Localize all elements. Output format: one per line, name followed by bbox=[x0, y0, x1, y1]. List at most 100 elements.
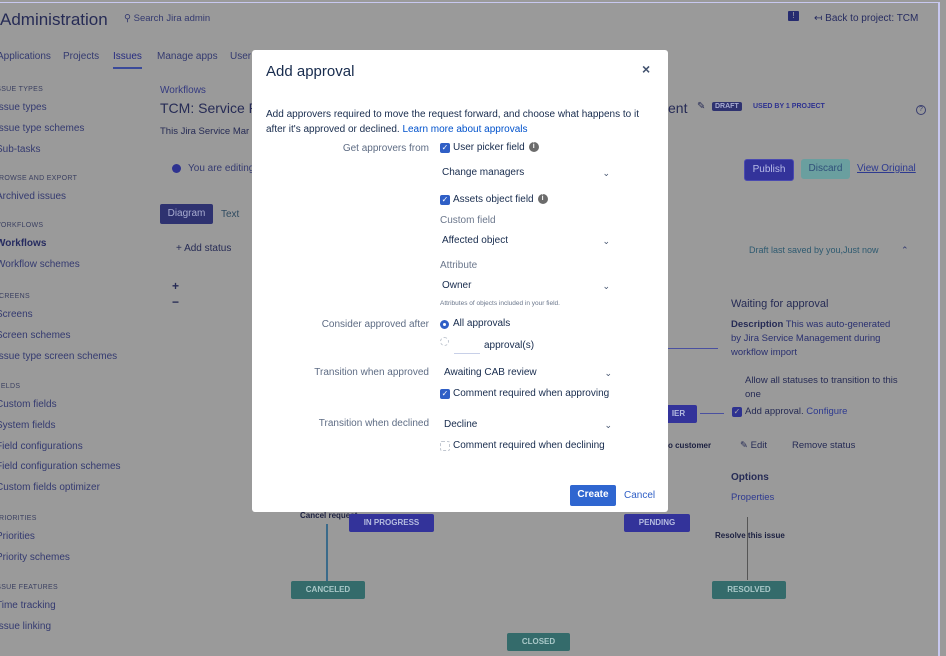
approvals-count-input[interactable] bbox=[454, 334, 480, 354]
admin-search[interactable]: ⚲ Search Jira admin bbox=[124, 13, 210, 24]
dialog-title: Add approval bbox=[266, 63, 355, 80]
info-icon[interactable]: i bbox=[537, 194, 548, 205]
search-icon: ⚲ bbox=[124, 13, 134, 24]
info-icon[interactable]: i bbox=[528, 142, 539, 153]
assets-field-checkbox[interactable]: ✓ bbox=[440, 195, 450, 205]
comment-declining-label: Comment required when declining bbox=[453, 440, 605, 451]
custom-field-select[interactable]: Affected object ⌄ bbox=[438, 231, 610, 251]
workflow-title: TCM: Service R bbox=[160, 100, 259, 116]
cancel-button[interactable]: Cancel bbox=[624, 490, 656, 501]
edit-status-button[interactable]: ✎ Edit bbox=[740, 440, 767, 451]
chevron-down-icon: ⌄ bbox=[604, 368, 612, 378]
back-to-project-link[interactable]: ↤ Back to project: TCM bbox=[814, 13, 918, 24]
view-original-link[interactable]: View Original bbox=[857, 163, 916, 174]
help-icon[interactable]: ? bbox=[916, 105, 926, 115]
edit-label: Edit bbox=[750, 440, 767, 451]
used-by-label[interactable]: USED BY 1 PROJECT bbox=[753, 103, 825, 110]
status-node-pending[interactable]: PENDING bbox=[624, 514, 690, 532]
select-value: Affected object bbox=[442, 235, 508, 246]
close-icon[interactable]: × bbox=[642, 61, 651, 77]
intro-text: Add approvers required to move the reque… bbox=[266, 109, 640, 135]
transition-label[interactable]: o customer bbox=[668, 441, 712, 450]
tab-diagram[interactable]: Diagram bbox=[160, 204, 213, 224]
sidebar-section-heading: Issue features bbox=[0, 584, 58, 591]
select-value: Owner bbox=[442, 280, 472, 291]
sidebar-item[interactable]: Field configuration schemes bbox=[0, 461, 121, 473]
approved-transition-select[interactable]: Awaiting CAB review ⌄ bbox=[440, 363, 612, 383]
user-picker-select[interactable]: Change managers ⌄ bbox=[438, 163, 610, 183]
status-node-canceled[interactable]: CANCELED bbox=[291, 581, 365, 599]
breadcrumb-workflows[interactable]: Workflows bbox=[160, 85, 206, 96]
sidebar-item[interactable]: Screen schemes bbox=[0, 329, 71, 341]
all-approvals-radio[interactable] bbox=[440, 320, 449, 329]
create-button[interactable]: Create bbox=[570, 485, 616, 506]
sidebar-item[interactable]: Custom fields bbox=[0, 399, 57, 410]
select-value: Awaiting CAB review bbox=[444, 367, 537, 378]
sidebar-item[interactable]: Priority schemes bbox=[0, 551, 70, 563]
sidebar-item[interactable]: Issue types bbox=[0, 102, 47, 113]
status-node-resolved[interactable]: RESOLVED bbox=[712, 581, 786, 599]
approved-transition-label: Transition when approved bbox=[314, 367, 429, 378]
discard-button[interactable]: Discard bbox=[801, 159, 850, 179]
tab-manage-apps[interactable]: Manage apps bbox=[157, 51, 218, 62]
transition-line bbox=[747, 517, 748, 580]
tab-issues[interactable]: Issues bbox=[113, 51, 142, 69]
collapse-icon[interactable]: ⌃ bbox=[901, 245, 909, 255]
configure-link[interactable]: Configure bbox=[806, 406, 848, 417]
comment-approving-checkbox[interactable]: ✓ bbox=[440, 389, 450, 399]
status-node-closed[interactable]: CLOSED bbox=[507, 633, 570, 651]
sidebar-item[interactable]: Workflows bbox=[0, 238, 47, 249]
tab-applications[interactable]: Applications bbox=[0, 51, 51, 62]
sidebar-item[interactable]: Time tracking bbox=[0, 600, 56, 611]
sidebar-item[interactable]: Priorities bbox=[0, 531, 35, 542]
declined-transition-select[interactable]: Decline ⌄ bbox=[440, 415, 612, 435]
sidebar-section-heading: Fields bbox=[0, 383, 21, 390]
sidebar-item[interactable]: Issue linking bbox=[0, 620, 52, 632]
select-value: Decline bbox=[444, 419, 478, 430]
transition-line bbox=[700, 413, 724, 414]
count-approvals-radio[interactable] bbox=[440, 337, 449, 346]
sidebar-item[interactable]: Issue type schemes bbox=[0, 122, 85, 134]
zoom-in-button[interactable]: + bbox=[172, 279, 180, 293]
add-approval-dialog: Add approval × Add approvers required to… bbox=[252, 50, 668, 512]
user-picker-checkbox[interactable]: ✓ bbox=[440, 143, 450, 153]
sidebar-item[interactable]: Workflow schemes bbox=[0, 258, 80, 270]
sidebar-item[interactable]: Issue type screen schemes bbox=[0, 350, 118, 362]
attribute-label: Attribute bbox=[440, 260, 478, 271]
sidebar-item[interactable]: Archived issues bbox=[0, 191, 67, 202]
search-placeholder: Search Jira admin bbox=[133, 13, 211, 24]
info-icon bbox=[172, 164, 181, 173]
plus-icon: + bbox=[176, 243, 185, 254]
tab-user[interactable]: User bbox=[230, 51, 252, 62]
sidebar-item[interactable]: Sub-tasks bbox=[0, 143, 41, 155]
custom-field-label: Custom field bbox=[440, 215, 496, 226]
tab-text[interactable]: Text bbox=[221, 209, 240, 220]
status-node-waiting-for-approval[interactable]: IER bbox=[660, 405, 697, 423]
transition-label[interactable]: Cancel request bbox=[300, 511, 358, 520]
assets-field-label: Assets object field i bbox=[453, 194, 548, 205]
get-approvers-label: Get approvers from bbox=[342, 143, 429, 154]
zoom-out-button[interactable]: − bbox=[172, 295, 180, 309]
transition-label[interactable]: Resolve this issue bbox=[715, 531, 785, 540]
chevron-down-icon: ⌄ bbox=[602, 168, 610, 178]
feedback-icon[interactable]: ! bbox=[788, 11, 799, 21]
pencil-icon[interactable]: ✎ bbox=[697, 101, 706, 112]
sidebar-item[interactable]: Field configurations bbox=[0, 440, 83, 452]
comment-declining-checkbox[interactable] bbox=[440, 441, 450, 451]
properties-link[interactable]: Properties bbox=[731, 492, 775, 503]
publish-button[interactable]: Publish bbox=[744, 159, 794, 181]
status-node-in-progress[interactable]: IN PROGRESS bbox=[349, 514, 434, 532]
learn-more-link[interactable]: Learn more about approvals bbox=[402, 124, 528, 135]
all-approvals-label: All approvals bbox=[453, 318, 511, 329]
remove-status-button[interactable]: Remove status bbox=[792, 440, 856, 451]
sidebar-item[interactable]: System fields bbox=[0, 419, 56, 431]
attribute-select[interactable]: Owner ⌄ bbox=[438, 276, 610, 296]
tab-projects[interactable]: Projects bbox=[63, 51, 100, 62]
assets-field-text: Assets object field bbox=[453, 194, 534, 205]
arrow-left-icon: ↤ bbox=[814, 13, 826, 24]
add-approval-checkbox[interactable]: ✓ bbox=[732, 407, 742, 417]
sidebar-item[interactable]: Custom fields optimizer bbox=[0, 482, 100, 494]
add-status-button[interactable]: + Add status bbox=[176, 243, 231, 254]
